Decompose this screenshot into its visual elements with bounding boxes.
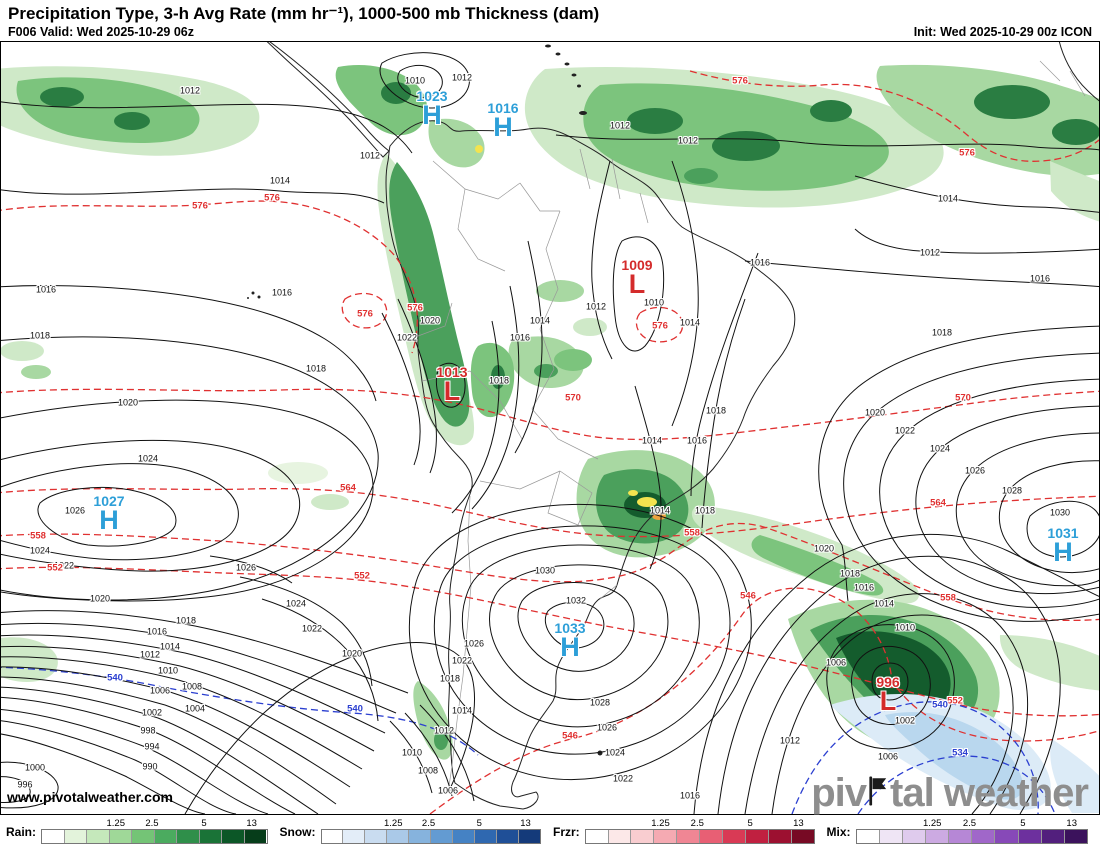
legend-swatch [387, 830, 410, 843]
legend-tick: 13 [246, 818, 257, 829]
legend-colorbar [584, 829, 815, 844]
legend-swatch [768, 830, 792, 843]
watermark: piv tal weather [811, 771, 1089, 815]
watermark-text-pre: piv [811, 771, 867, 815]
legend-scale: 1.25 2.5 5 13 [855, 816, 1088, 847]
legend-swatch [995, 830, 1019, 843]
legend-swatch [745, 830, 769, 843]
legend-tick: 13 [793, 818, 804, 829]
legend-tick: 13 [520, 818, 531, 829]
legend-tick: 5 [201, 818, 207, 829]
legend-swatch [321, 830, 344, 843]
init-time-label: Init: Wed 2025-10-29 00z ICON [913, 25, 1092, 39]
legend-label: Mix: [826, 825, 851, 839]
precip-legend: Rain: 1.25 2.5 5 13 Snow: 1.25 2.5 5 13 Frzr: 1.25 2… [0, 815, 1100, 847]
legend-group: Mix: 1.25 2.5 5 13 [824, 815, 1098, 847]
legend-group: Rain: 1.25 2.5 5 13 [3, 815, 277, 847]
thickness-contours-cold [0, 666, 1056, 815]
legend-swatch [677, 830, 701, 843]
legend-colorbar [855, 829, 1088, 844]
legend-group: Snow: 1.25 2.5 5 13 [277, 815, 551, 847]
legend-tick: 1.25 [384, 818, 403, 829]
legend-swatch [64, 830, 88, 843]
legend-swatch [631, 830, 655, 843]
legend-swatch [700, 830, 724, 843]
legend-swatch [475, 830, 498, 843]
legend-scale: 1.25 2.5 5 13 [320, 816, 541, 847]
legend-label: Frzr: [553, 825, 580, 839]
legend-swatch [177, 830, 200, 843]
valid-time-label: F006 Valid: Wed 2025-10-29 06z [8, 25, 194, 39]
legend-tick: 2.5 [962, 818, 977, 829]
legend-swatch [925, 830, 950, 843]
legend-swatch [132, 830, 155, 843]
flag-icon [869, 776, 887, 806]
watermark-text-post: tal weather [890, 771, 1089, 815]
legend-swatch [723, 830, 746, 843]
legend-swatch [409, 830, 432, 843]
header-subrow: F006 Valid: Wed 2025-10-29 06z Init: Wed… [0, 24, 1100, 41]
weather-map: 1012 1010 1012 1012 1014 1012 1012 1014 1012 1016… [0, 41, 1100, 815]
legend-group: Frzr: 1.25 2.5 5 13 [550, 815, 824, 847]
legend-swatch [608, 830, 632, 843]
page-title: Precipitation Type, 3-h Avg Rate (mm hr⁻… [8, 4, 600, 23]
legend-label: Snow: [279, 825, 316, 839]
legend-swatch [42, 830, 65, 843]
legend-swatch [431, 830, 454, 843]
legend-tick: 2.5 [145, 818, 159, 829]
legend-swatch [949, 830, 973, 843]
legend-swatch [244, 830, 267, 843]
legend-swatch [109, 830, 133, 843]
site-url: www.pivotalweather.com [7, 789, 173, 805]
legend-swatch [791, 830, 814, 843]
thickness-contours-warm [0, 70, 1100, 815]
legend-scale: 1.25 2.5 5 13 [41, 816, 268, 847]
legend-label: Rain: [6, 825, 36, 839]
legend-colorbar [41, 829, 268, 844]
legend-tick: 1.25 [651, 818, 670, 829]
legend-swatch [222, 830, 245, 843]
legend-swatch [902, 830, 926, 843]
legend-tick: 1.25 [106, 818, 125, 829]
legend-tick: 13 [1066, 818, 1078, 829]
legend-tick: 5 [476, 818, 482, 829]
legend-swatch [654, 830, 678, 843]
map-graphics [0, 41, 1100, 815]
legend-swatch [365, 830, 388, 843]
legend-tick: 5 [1020, 818, 1026, 829]
legend-swatch [154, 830, 178, 843]
legend-swatch [1041, 830, 1065, 843]
legend-swatch [585, 830, 609, 843]
legend-tick: 5 [747, 818, 753, 829]
legend-colorbar [320, 829, 541, 844]
legend-swatch [199, 830, 223, 843]
legend-scale: 1.25 2.5 5 13 [584, 816, 815, 847]
legend-swatch [1064, 830, 1088, 843]
legend-swatch [972, 830, 996, 843]
legend-tick: 2.5 [421, 818, 436, 829]
legend-swatch [497, 830, 520, 843]
legend-swatch [453, 830, 476, 843]
isobar-contours [0, 52, 1100, 815]
legend-swatch [856, 830, 880, 843]
legend-swatch [87, 830, 110, 843]
legend-swatch [879, 830, 903, 843]
legend-swatch [343, 830, 366, 843]
country-borders [417, 60, 1086, 794]
legend-swatch [1018, 830, 1042, 843]
legend-tick: 1.25 [922, 818, 942, 829]
legend-tick: 2.5 [690, 818, 704, 829]
legend-swatch [519, 830, 541, 843]
